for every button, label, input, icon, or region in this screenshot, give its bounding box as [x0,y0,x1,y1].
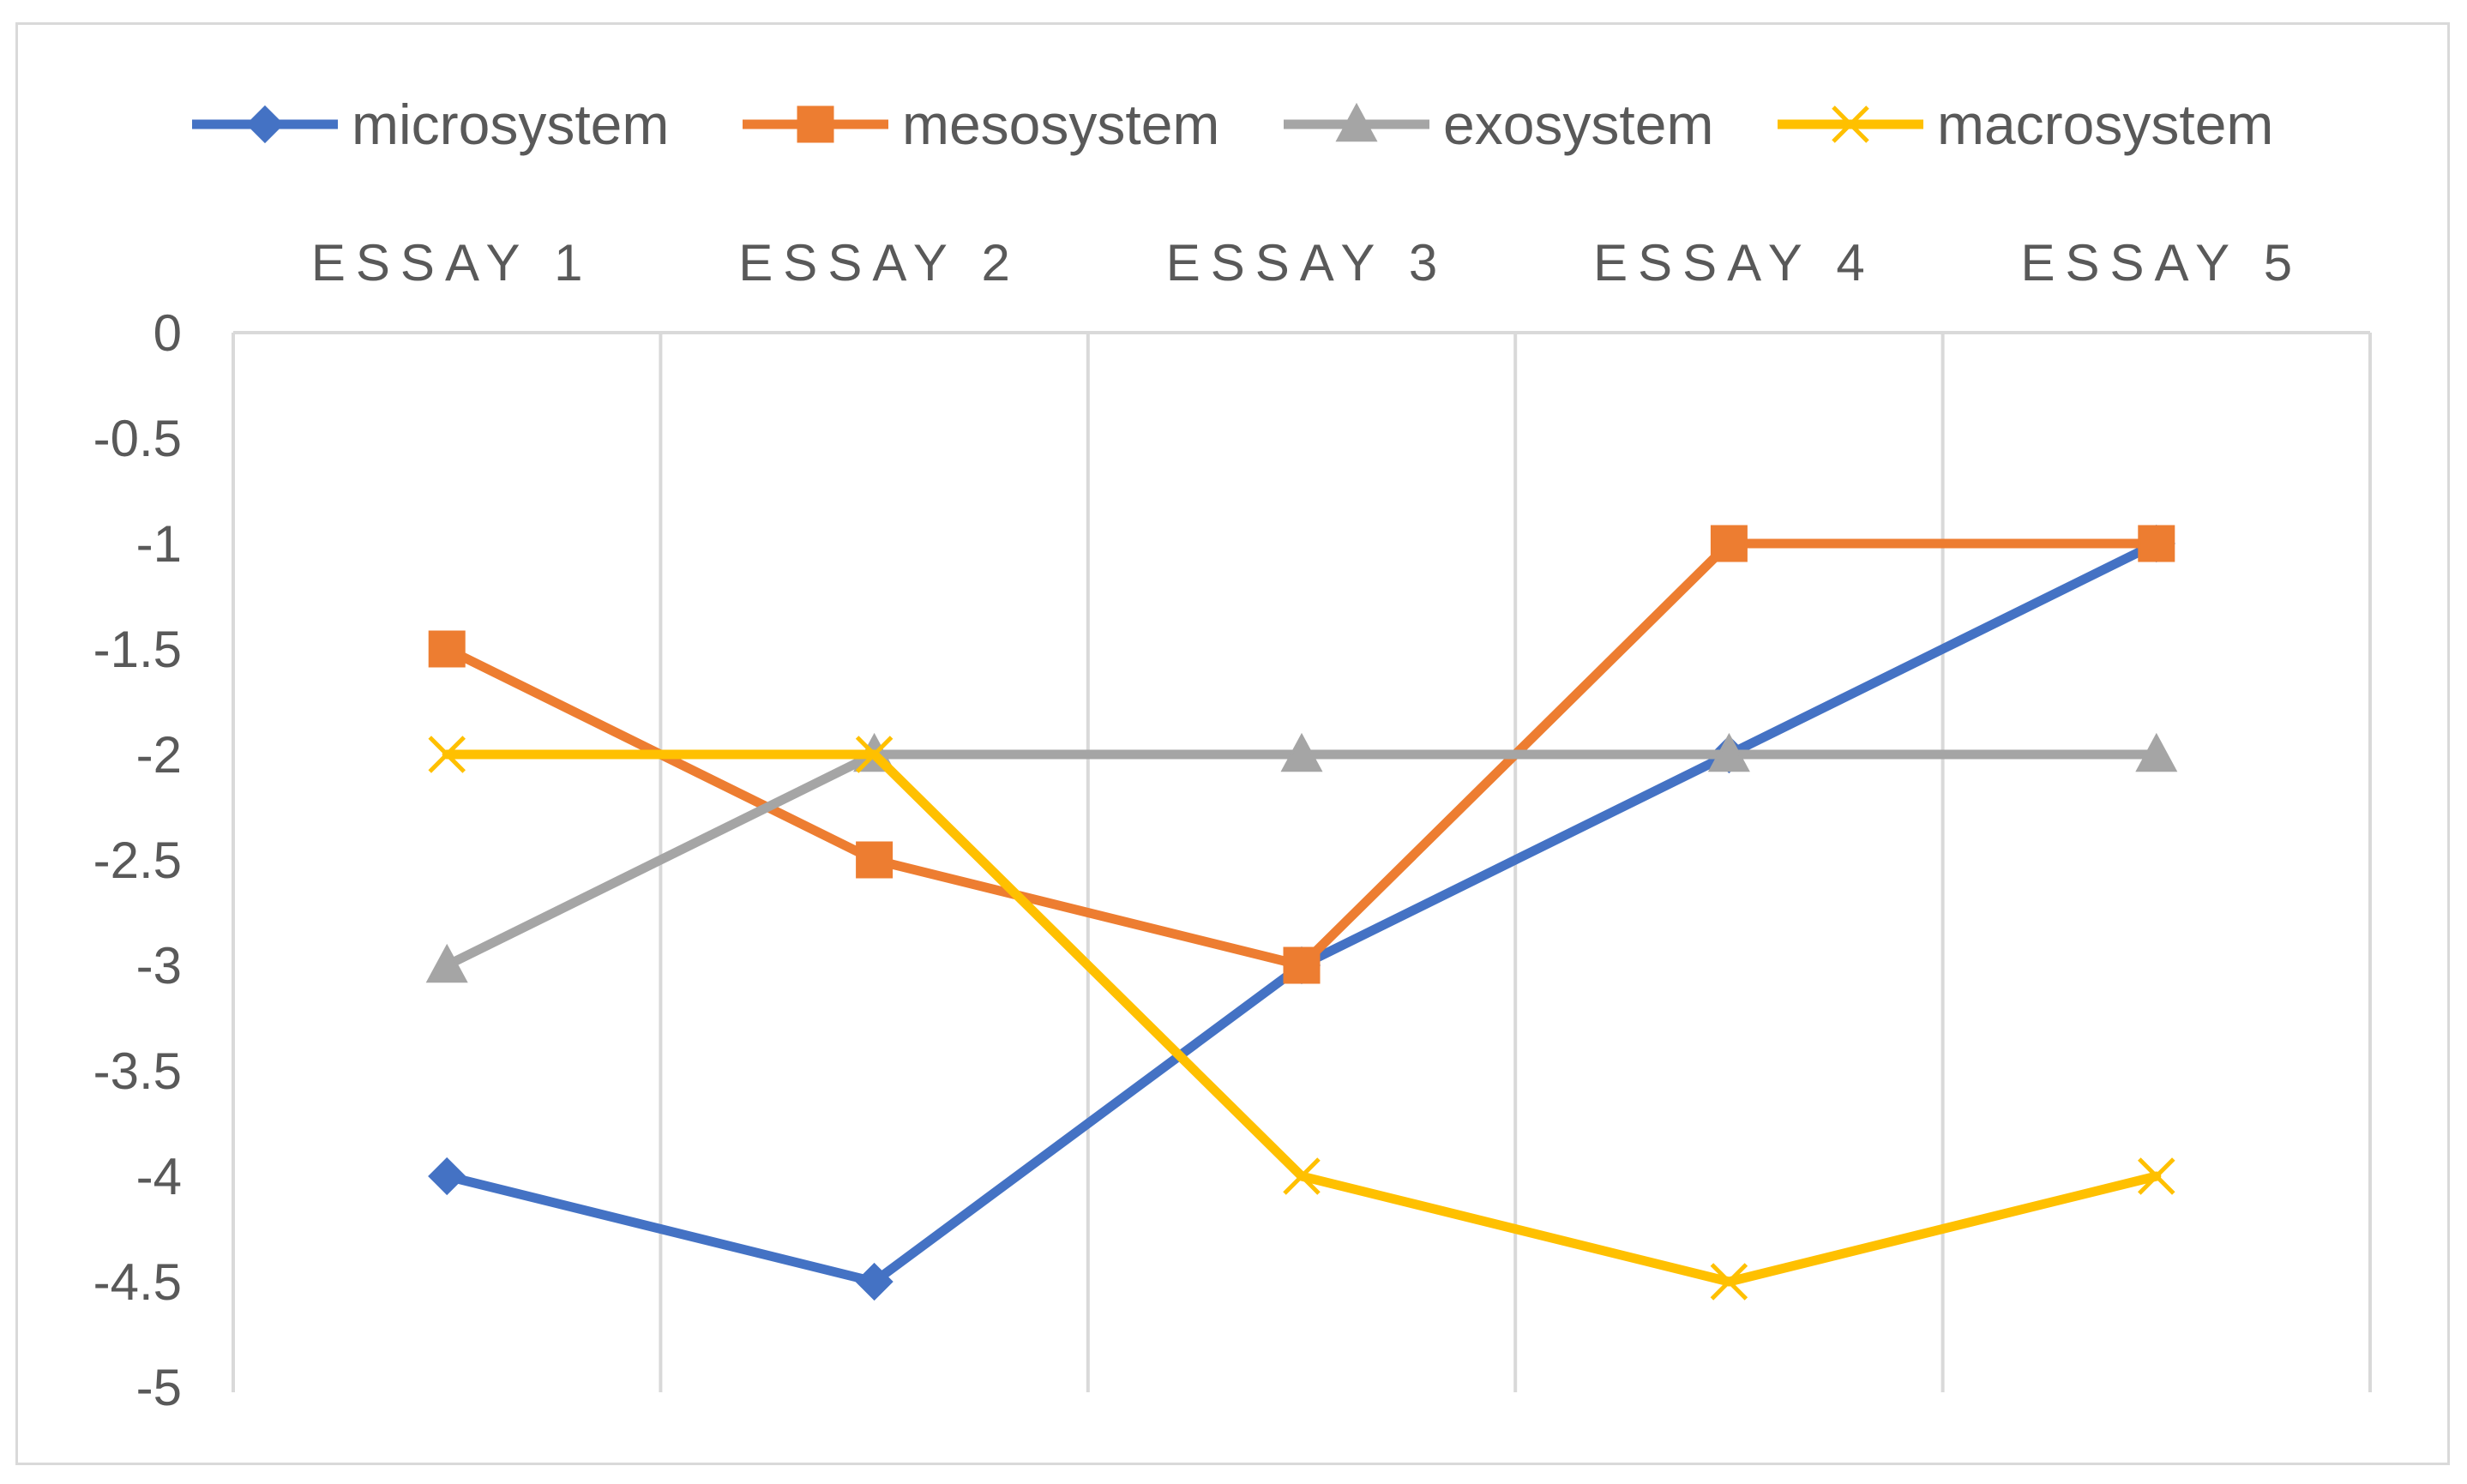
x-marker-stroke [1832,105,1869,143]
series-microsystem [428,524,2175,1301]
legend-label: mesosystem [902,93,1219,156]
data-point [428,736,466,773]
y-tick-label: -5 [136,1359,182,1416]
data-point [1283,946,1321,984]
category-label: ESSAY 3 [1166,234,1448,291]
data-point [856,841,894,879]
y-axis-ticks: 0 -0.5 -1 -1.5 -2 -2.5 -3 -3.5 -4 -4.5 -5 [93,304,182,1416]
y-tick-label: -3 [136,937,182,994]
y-tick-label: -2.5 [93,832,182,889]
y-tick-label: -4.5 [93,1253,182,1311]
legend: microsystem mesosystem exosystem macrosyste… [192,93,2273,156]
legend-label: microsystem [352,93,669,156]
series-line [442,749,2162,970]
legend-marker [1335,102,1378,142]
category-label: ESSAY 2 [738,234,1020,291]
y-tick-label: -2 [136,726,182,784]
legend-item-exosystem: exosystem [1284,93,1713,156]
legend-label: macrosystem [1937,93,2273,156]
gridlines [232,331,2372,1392]
legend-item-microsystem: microsystem [192,93,669,156]
x-marker-stroke [1710,1263,1748,1301]
data-point [855,1262,894,1301]
series-macrosystem [428,736,2175,1301]
data-point [1710,525,1748,562]
data-point [2138,525,2175,562]
data-point [2138,1157,2175,1195]
legend-item-macrosystem: macrosystem [1778,93,2273,156]
y-tick-label: -1 [136,515,182,573]
legend-item-mesosystem: mesosystem [743,93,1219,156]
data-point [428,630,466,668]
data-point [1280,732,1323,772]
y-tick-label: -1.5 [93,621,182,678]
legend-label: exosystem [1443,93,1713,156]
y-tick-label: -3.5 [93,1042,182,1100]
series-lines [425,524,2178,1301]
x-marker-stroke [428,736,466,773]
series-mesosystem [428,525,2175,984]
y-tick-label: -0.5 [93,410,182,467]
category-labels: ESSAY 1 ESSAY 2 ESSAY 3 ESSAY 4 ESSAY 5 [311,234,2302,291]
legend-marker [797,105,834,143]
x-marker-stroke [855,736,894,773]
legend-marker [245,105,285,144]
x-marker-stroke [2138,1157,2175,1195]
data-point [1283,1157,1321,1195]
data-point [2135,732,2178,772]
legend-marker [1832,105,1869,143]
category-label: ESSAY 4 [1593,234,1875,291]
series-line [442,749,2162,1287]
data-point [1707,732,1750,772]
category-label: ESSAY 5 [2020,234,2302,291]
data-point [425,943,468,983]
category-label: ESSAY 1 [311,234,593,291]
x-marker-stroke [1283,1157,1321,1195]
y-tick-label: 0 [153,304,182,362]
y-tick-label: -4 [136,1148,182,1205]
data-point [1710,1263,1748,1301]
data-point [855,736,894,773]
data-point [428,1157,466,1196]
chart-frame [15,22,2450,1465]
